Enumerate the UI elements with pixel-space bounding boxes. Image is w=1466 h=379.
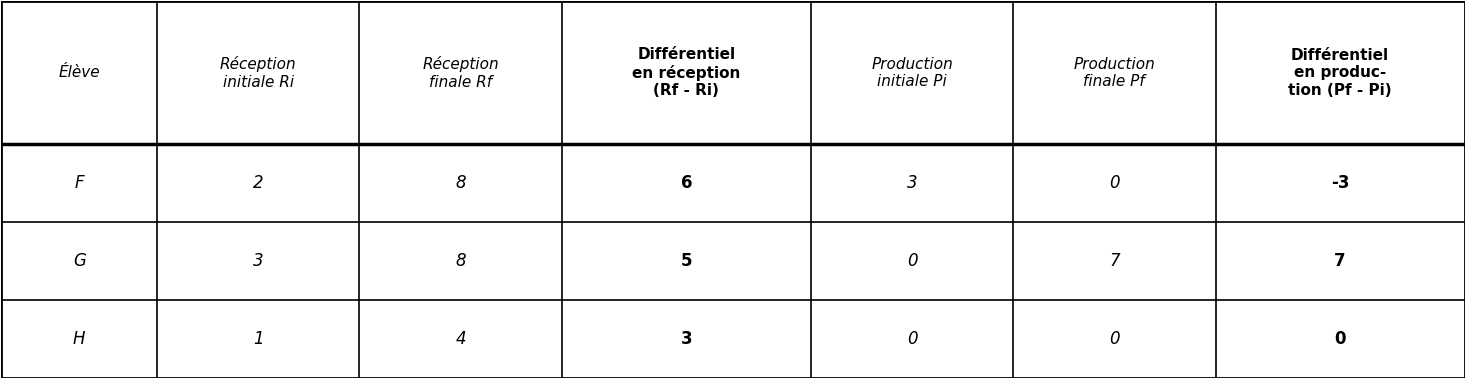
Bar xyxy=(359,300,561,377)
Text: 2: 2 xyxy=(254,174,264,192)
Text: Production
finale Pf: Production finale Pf xyxy=(1073,57,1155,89)
Bar xyxy=(359,144,561,222)
Text: F: F xyxy=(75,174,84,192)
Bar xyxy=(1,300,157,377)
Text: Élève: Élève xyxy=(59,65,100,80)
Bar xyxy=(1013,2,1215,144)
Text: Réception
initiale Ri: Réception initiale Ri xyxy=(220,56,296,89)
Bar xyxy=(1013,144,1215,222)
Text: 6: 6 xyxy=(680,174,692,192)
Text: 8: 8 xyxy=(456,252,466,270)
Text: 8: 8 xyxy=(456,174,466,192)
Bar xyxy=(811,300,1013,377)
Text: 3: 3 xyxy=(906,174,918,192)
Bar xyxy=(1013,300,1215,377)
Bar xyxy=(811,2,1013,144)
Bar xyxy=(1013,222,1215,300)
Bar xyxy=(561,144,811,222)
Bar xyxy=(811,144,1013,222)
Bar xyxy=(811,222,1013,300)
Text: H: H xyxy=(73,330,85,348)
Text: 0: 0 xyxy=(1334,330,1346,348)
Bar xyxy=(359,2,561,144)
Text: Réception
finale Rf: Réception finale Rf xyxy=(422,56,498,89)
Bar xyxy=(157,300,359,377)
Text: G: G xyxy=(73,252,85,270)
Text: 5: 5 xyxy=(680,252,692,270)
Bar xyxy=(1,2,157,144)
Bar xyxy=(1215,144,1465,222)
Text: 3: 3 xyxy=(680,330,692,348)
Text: -3: -3 xyxy=(1331,174,1349,192)
Bar xyxy=(157,222,359,300)
Bar xyxy=(359,222,561,300)
Bar xyxy=(1215,222,1465,300)
Bar xyxy=(1,144,157,222)
Text: 7: 7 xyxy=(1110,252,1120,270)
Bar xyxy=(1,222,157,300)
Text: 7: 7 xyxy=(1334,252,1346,270)
Bar xyxy=(1215,300,1465,377)
Text: 0: 0 xyxy=(1110,174,1120,192)
Bar xyxy=(561,222,811,300)
Text: 1: 1 xyxy=(254,330,264,348)
Bar xyxy=(561,2,811,144)
Bar xyxy=(157,144,359,222)
Text: 0: 0 xyxy=(906,330,918,348)
Text: 0: 0 xyxy=(906,252,918,270)
Text: Différentiel
en produc-
tion (Pf - Pi): Différentiel en produc- tion (Pf - Pi) xyxy=(1289,48,1391,98)
Bar xyxy=(1215,2,1465,144)
Bar xyxy=(561,300,811,377)
Text: 3: 3 xyxy=(254,252,264,270)
Text: Différentiel
en réception
(Rf - Ri): Différentiel en réception (Rf - Ri) xyxy=(632,47,740,99)
Text: Production
initiale Pi: Production initiale Pi xyxy=(871,57,953,89)
Text: 0: 0 xyxy=(1110,330,1120,348)
Text: 4: 4 xyxy=(456,330,466,348)
Bar xyxy=(157,2,359,144)
